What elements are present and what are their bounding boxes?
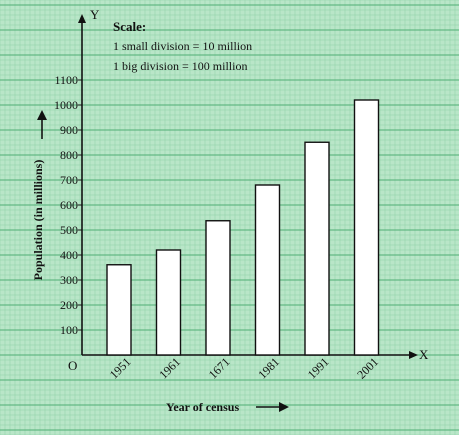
x-axis-letter: X <box>419 347 429 362</box>
x-axis-arrow <box>409 351 418 359</box>
y-axis-arrow <box>78 14 86 23</box>
bar-1671 <box>205 220 231 356</box>
scale-line-big: 1 big division = 100 million <box>113 59 247 73</box>
y-tick-label: 700 <box>60 173 78 187</box>
y-axis-letter: Y <box>90 7 100 22</box>
bar-1991 <box>304 141 330 356</box>
scale-line-small: 1 small division = 10 million <box>113 39 252 53</box>
origin-label: O <box>68 358 77 373</box>
y-tick-label: 500 <box>60 223 78 237</box>
y-tick-labels: 100 200 300 400 500 600 700 800 900 1000 1100 <box>54 73 82 337</box>
y-tick-label: 900 <box>60 123 78 137</box>
bar-2001 <box>353 99 380 356</box>
y-tick-label: 1000 <box>54 98 78 112</box>
bar-1981 <box>254 184 281 356</box>
y-title-arrow-head <box>37 110 47 120</box>
y-tick-label: 400 <box>60 248 78 262</box>
y-tick-label: 200 <box>60 298 78 312</box>
bar-1961 <box>155 249 182 356</box>
y-axis-title: Population (in millions) <box>31 160 45 281</box>
y-tick-label: 800 <box>60 148 78 162</box>
y-tick-label: 300 <box>60 273 78 287</box>
bar-1951 <box>106 264 132 356</box>
x-axis-title: Year of census <box>166 400 239 414</box>
scale-title: Scale: <box>113 19 146 34</box>
y-tick-label: 1100 <box>54 73 78 87</box>
x-title-arrow-head <box>279 402 289 412</box>
y-tick-label: 100 <box>60 323 78 337</box>
bars <box>106 99 380 356</box>
y-tick-label: 600 <box>60 198 78 212</box>
